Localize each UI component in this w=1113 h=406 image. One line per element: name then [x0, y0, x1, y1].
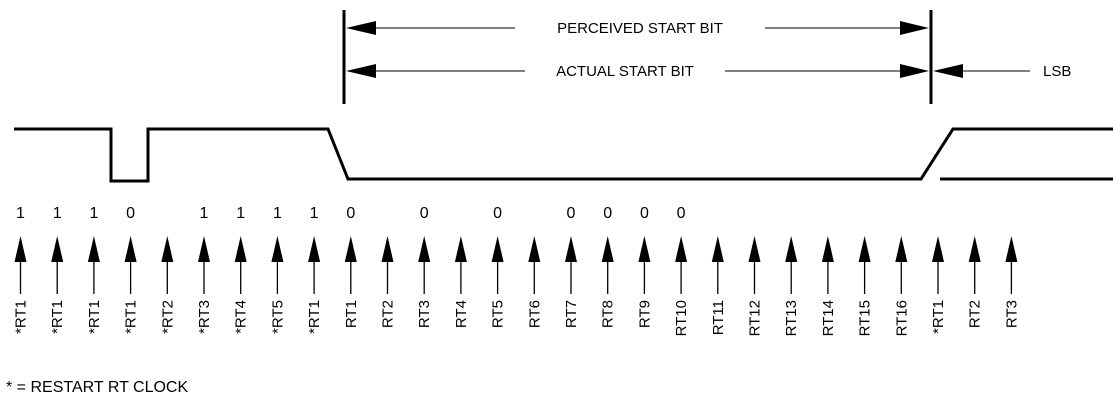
left-arrowhead [346, 21, 376, 35]
sample-value: 0 [420, 205, 429, 222]
sample-arrow [234, 236, 247, 294]
rt-clock-label: RT7 [563, 300, 580, 328]
rt-clock-label: *RT1 [123, 300, 140, 334]
sample-arrow [381, 236, 394, 294]
sample-value: 0 [640, 205, 649, 222]
lsb-label: LSB [1043, 63, 1071, 80]
sample-arrow [565, 236, 577, 294]
rt-clock-label: *RT1 [49, 300, 66, 334]
rt-clock-label: *RT1 [13, 300, 30, 334]
rt-clock-label: RT15 [857, 300, 874, 336]
sample-arrow [895, 236, 908, 294]
sample-arrow [14, 236, 27, 294]
sample-arrow [161, 236, 174, 294]
rt-clock-label: RT13 [783, 300, 800, 336]
sample-arrow [1005, 236, 1018, 294]
left-arrowhead [933, 64, 963, 78]
sample-arrow [51, 236, 64, 294]
right-arrowhead [900, 21, 929, 35]
rt-clock-label: RT2 [967, 300, 984, 328]
rt-clock-label: RT2 [380, 300, 397, 328]
sample-value: 1 [310, 205, 319, 222]
rt-clock-label: RT4 [453, 300, 470, 328]
sample-value: 0 [603, 205, 612, 222]
actual-start-bit-label: ACTUAL START BIT [556, 63, 694, 80]
sample-arrow [308, 236, 321, 294]
rt-clock-label: RT16 [893, 300, 910, 336]
sample-value: 0 [567, 205, 576, 222]
rt-clock-label: RT8 [600, 300, 617, 328]
rt-clock-label: *RT1 [306, 300, 323, 334]
rt-clock-label: RT3 [1003, 300, 1020, 328]
sample-arrow [454, 236, 467, 294]
sample-value: 0 [346, 205, 355, 222]
sample-arrow [821, 236, 834, 294]
rt-clock-label: RT9 [636, 300, 653, 328]
rt-clock-label: *RT1 [930, 300, 947, 334]
sample-value: 0 [126, 205, 135, 222]
rt-clock-label: RT12 [747, 300, 764, 336]
rt-clock-label: RT6 [526, 300, 543, 328]
footnote: * = RESTART RT CLOCK [6, 379, 188, 396]
rt-clock-label: *RT2 [159, 300, 176, 334]
sample-arrow [675, 236, 688, 294]
sample-arrow [271, 236, 284, 294]
rt-clock-label: RT1 [343, 300, 360, 328]
rt-clock-labels: *RT1 *RT1 *RT1 *RT1 *RT2 *RT3 *RT4 *RT5 *RT1 RT1 R… [13, 300, 1021, 336]
sample-arrow [711, 236, 724, 294]
rt-clock-label: *RT4 [233, 300, 250, 334]
rt-clock-label: RT11 [710, 300, 727, 335]
sample-value: 1 [273, 205, 282, 222]
sample-arrow [491, 236, 504, 294]
sample-arrow [785, 236, 798, 294]
sample-arrow [858, 236, 871, 294]
sample-values: 1 1 1 0 1 1 1 1 0 0 0 0 0 0 0 [16, 205, 686, 222]
lsb-indicator: LSB [933, 63, 1071, 80]
rt-clock-label: RT5 [490, 300, 507, 328]
sample-arrow [638, 236, 651, 294]
rt-clock-label: RT3 [416, 300, 433, 328]
sample-arrow [968, 236, 981, 294]
perceived-start-bit-label: PERCEIVED START BIT [557, 20, 723, 37]
sample-arrow [198, 236, 210, 294]
sample-arrow [601, 236, 614, 294]
rt-clock-label: *RT1 [86, 300, 103, 334]
data-waveform [14, 127, 1113, 183]
right-arrowhead [900, 64, 929, 78]
rt-clock-label: *RT5 [269, 300, 286, 334]
sample-arrow [344, 236, 357, 294]
sample-value: 0 [493, 205, 502, 222]
sample-value: 1 [200, 205, 209, 222]
actual-start-bit-span: ACTUAL START BIT [346, 63, 929, 80]
sample-value: 1 [53, 205, 62, 222]
rt-clock-label: RT14 [820, 300, 837, 336]
sample-value: 1 [16, 205, 25, 222]
rt-clock-label: *RT3 [196, 300, 213, 334]
sample-arrow [87, 236, 100, 294]
sample-arrow [748, 236, 761, 294]
sample-arrows [14, 236, 1018, 294]
sample-value: 1 [236, 205, 245, 222]
sample-value: 1 [89, 205, 98, 222]
sample-arrow [418, 236, 431, 294]
left-arrowhead [346, 64, 376, 78]
sample-arrow [932, 236, 944, 294]
sample-value: 0 [677, 205, 686, 222]
perceived-start-bit-span: PERCEIVED START BIT [346, 20, 929, 37]
rt-clock-label: RT10 [673, 300, 690, 336]
sample-arrow [124, 236, 137, 294]
sample-arrow [528, 236, 541, 294]
